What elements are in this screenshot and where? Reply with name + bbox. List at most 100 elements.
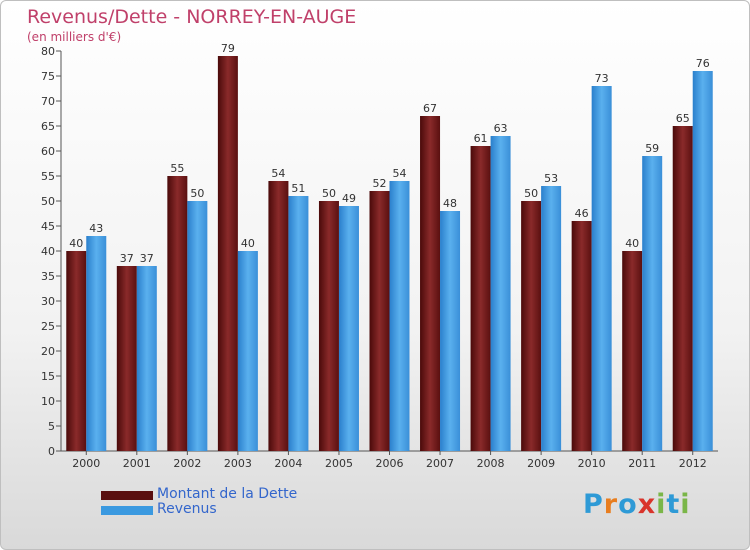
- value-label-debt: 46: [575, 207, 589, 220]
- bar-revenus: [541, 186, 562, 451]
- legend-label-revenus: Revenus: [157, 501, 217, 517]
- y-tick-label: 40: [41, 245, 55, 258]
- logo-letter: P: [583, 489, 604, 520]
- value-label-debt: 50: [322, 187, 336, 200]
- x-tick-label: 2004: [274, 457, 302, 470]
- bar-debt: [622, 251, 643, 451]
- value-labels-group: 40 43 37 37 55 50 79 40 54 51 50 49 52 54 67 48 61 63 50 53…: [69, 42, 709, 265]
- logo-letter: o: [618, 489, 638, 520]
- y-tick-label: 55: [41, 170, 55, 183]
- value-label-revenus: 49: [342, 192, 356, 205]
- value-label-revenus: 50: [190, 187, 204, 200]
- bar-revenus: [591, 86, 612, 451]
- bar-revenus: [440, 211, 461, 451]
- bar-debt: [268, 181, 289, 451]
- bar-revenus: [187, 201, 208, 451]
- y-tick-label: 15: [41, 370, 55, 383]
- x-tick-label: 2005: [325, 457, 353, 470]
- bar-debt: [318, 201, 339, 451]
- y-tick-label: 75: [41, 70, 55, 83]
- legend-swatch-debt: [101, 491, 153, 500]
- value-label-revenus: 48: [443, 197, 457, 210]
- x-tick-label: 2009: [527, 457, 555, 470]
- logo-letter: i: [680, 489, 691, 520]
- y-tick-label: 20: [41, 345, 55, 358]
- y-tick-label: 65: [41, 120, 55, 133]
- value-label-revenus: 37: [140, 252, 154, 265]
- y-tick-label: 80: [41, 45, 55, 58]
- logo-letter: t: [666, 489, 681, 520]
- legend-swatch-revenus: [101, 506, 153, 515]
- x-tick-label: 2007: [426, 457, 454, 470]
- legend-label-debt: Montant de la Dette: [157, 486, 298, 502]
- proxiti-logo: Proxiti: [583, 489, 691, 520]
- bar-revenus: [389, 181, 410, 451]
- bar-debt: [672, 126, 693, 451]
- y-tick-label: 30: [41, 295, 55, 308]
- x-tick-label: 2001: [123, 457, 151, 470]
- bar-debt: [116, 266, 137, 451]
- x-tick-label: 2006: [376, 457, 404, 470]
- value-label-debt: 40: [69, 237, 83, 250]
- bar-revenus: [490, 136, 511, 451]
- bar-debt: [470, 146, 491, 451]
- y-tick-label: 35: [41, 270, 55, 283]
- y-tick-label: 70: [41, 95, 55, 108]
- value-label-revenus: 76: [696, 57, 710, 70]
- value-label-debt: 65: [676, 112, 690, 125]
- logo-letter: i: [656, 489, 667, 520]
- bar-revenus: [136, 266, 157, 451]
- bar-revenus: [642, 156, 663, 451]
- value-label-revenus: 53: [544, 172, 558, 185]
- bar-revenus: [86, 236, 107, 451]
- x-tick-label: 2003: [224, 457, 252, 470]
- bar-debt: [571, 221, 592, 451]
- bar-debt: [521, 201, 542, 451]
- chart-title: Revenus/Dette - NORREY-EN-AUGE: [27, 6, 357, 28]
- bar-debt: [66, 251, 87, 451]
- bar-debt: [167, 176, 188, 451]
- x-tick-label: 2010: [578, 457, 606, 470]
- bar-revenus: [338, 206, 359, 451]
- bar-debt: [217, 56, 238, 451]
- chart-subtitle: (en milliers d'€): [27, 30, 122, 44]
- value-label-revenus: 59: [645, 142, 659, 155]
- x-tick-label: 2012: [679, 457, 707, 470]
- bar-revenus: [288, 196, 309, 451]
- x-tick-label: 2002: [173, 457, 201, 470]
- value-label-debt: 40: [625, 237, 639, 250]
- value-label-debt: 52: [373, 177, 387, 190]
- x-tick-label: 2011: [628, 457, 656, 470]
- logo-letter: x: [637, 489, 657, 520]
- y-tick-label: 5: [48, 420, 55, 433]
- y-tick-label: 25: [41, 320, 55, 333]
- value-label-debt: 79: [221, 42, 235, 55]
- value-label-debt: 55: [170, 162, 184, 175]
- value-label-revenus: 40: [241, 237, 255, 250]
- x-tick-label: 2000: [72, 457, 100, 470]
- bar-debt: [369, 191, 390, 451]
- y-tick-label: 60: [41, 145, 55, 158]
- y-tick-label: 0: [48, 445, 55, 458]
- value-label-debt: 61: [474, 132, 488, 145]
- value-label-debt: 54: [271, 167, 285, 180]
- bar-revenus: [237, 251, 258, 451]
- bars-group: [66, 56, 713, 451]
- value-label-revenus: 73: [595, 72, 609, 85]
- y-tick-label: 50: [41, 195, 55, 208]
- y-tick-label: 10: [41, 395, 55, 408]
- value-label-revenus: 63: [494, 122, 508, 135]
- value-label-debt: 37: [120, 252, 134, 265]
- x-tick-label: 2008: [477, 457, 505, 470]
- value-label-revenus: 51: [291, 182, 305, 195]
- logo-letter: r: [603, 489, 619, 520]
- value-label-revenus: 54: [393, 167, 407, 180]
- bar-debt: [420, 116, 441, 451]
- value-label-debt: 67: [423, 102, 437, 115]
- y-tick-label: 45: [41, 220, 55, 233]
- bar-revenus: [692, 71, 713, 451]
- value-label-revenus: 43: [89, 222, 103, 235]
- value-label-debt: 50: [524, 187, 538, 200]
